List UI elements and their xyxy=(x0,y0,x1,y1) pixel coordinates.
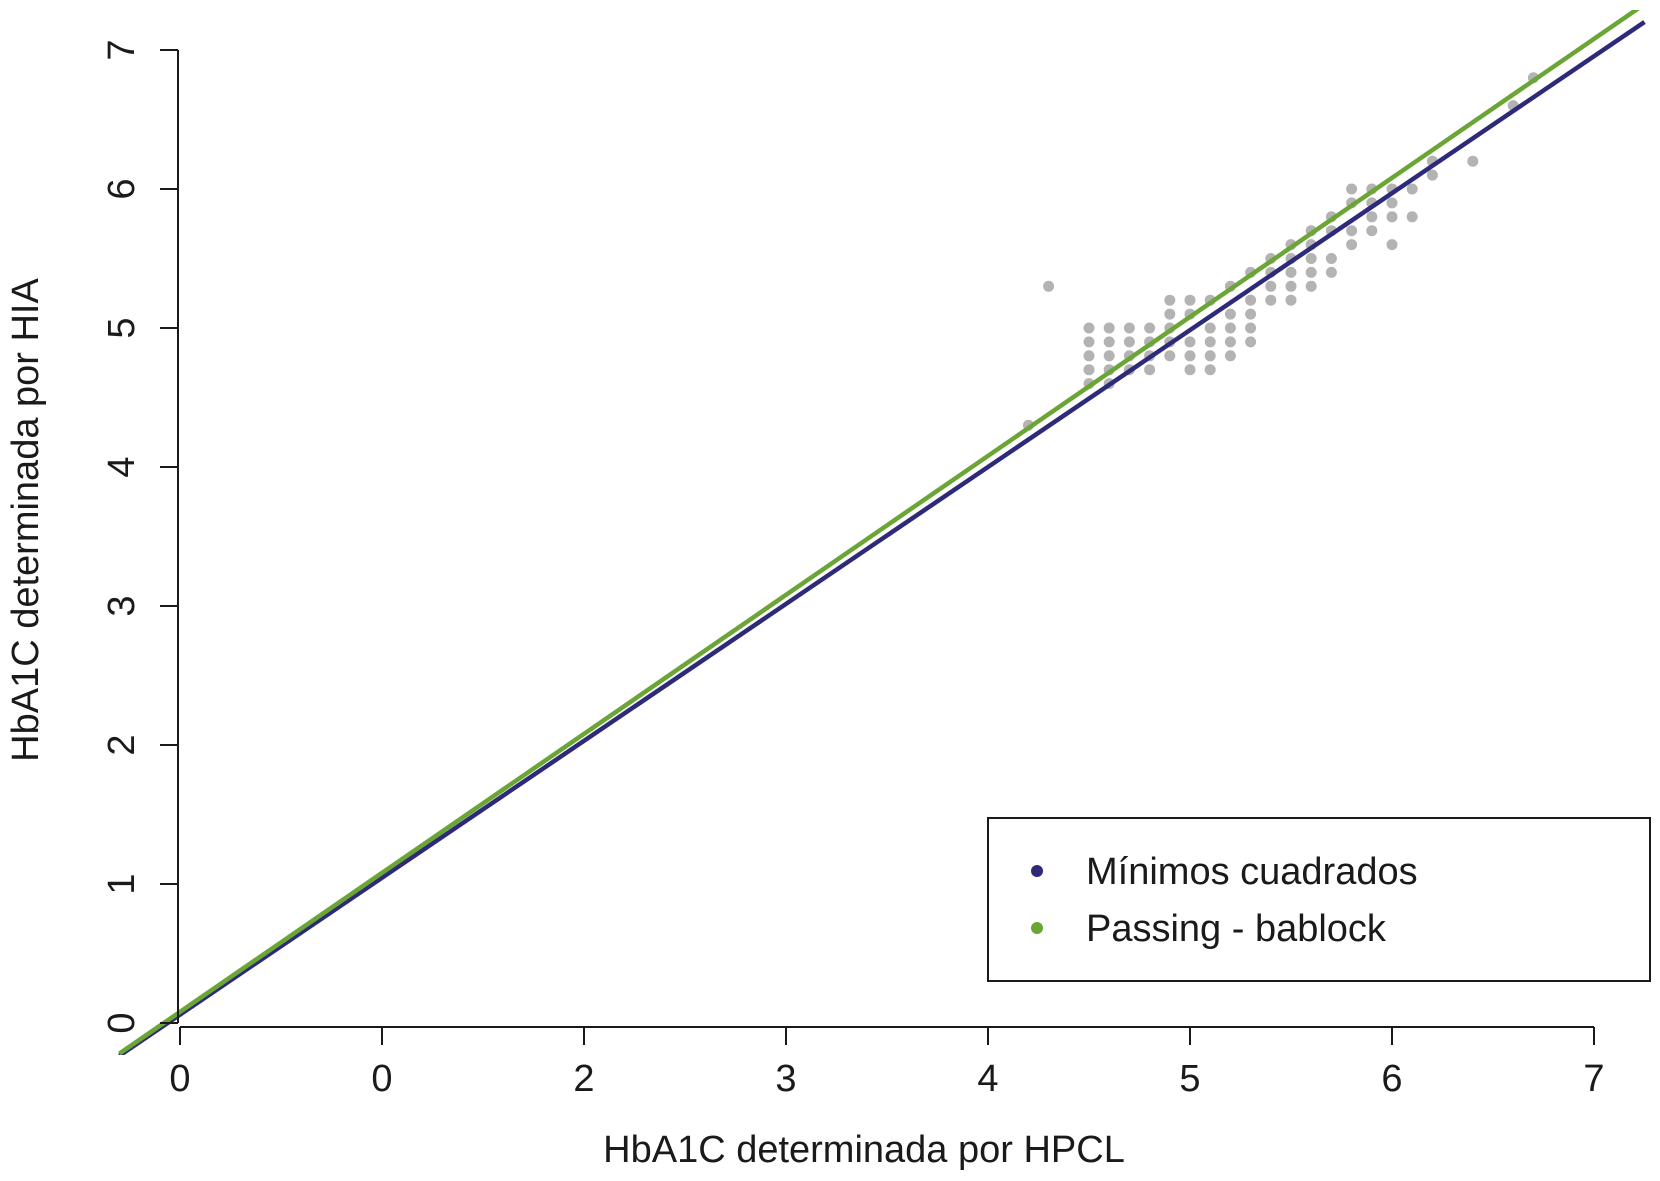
data-point xyxy=(1285,294,1297,306)
data-point xyxy=(1103,336,1115,348)
data-point xyxy=(1305,280,1317,292)
data-point xyxy=(1184,294,1196,306)
y-tick-label: 3 xyxy=(101,595,143,616)
regression-lines xyxy=(118,10,1646,1055)
data-point xyxy=(1103,322,1115,334)
data-point xyxy=(1144,322,1156,334)
y-tick-label: 0 xyxy=(101,1012,143,1033)
legend: Mínimos cuadrados Passing - bablock xyxy=(987,817,1651,982)
data-point xyxy=(1386,211,1398,223)
x-tick-label: 2 xyxy=(573,1058,594,1100)
data-point xyxy=(1083,350,1095,362)
data-point xyxy=(1245,336,1257,348)
data-point xyxy=(1305,266,1317,278)
data-point xyxy=(1164,308,1176,320)
data-point xyxy=(1245,294,1257,306)
data-point xyxy=(1265,294,1277,306)
y-tick-label: 6 xyxy=(101,178,143,199)
data-point xyxy=(1083,322,1095,334)
data-point xyxy=(1245,308,1257,320)
data-point xyxy=(1184,364,1196,376)
data-point xyxy=(1366,225,1378,237)
y-tick-label: 1 xyxy=(101,873,143,894)
data-point xyxy=(1164,350,1176,362)
data-point xyxy=(1184,350,1196,362)
data-point xyxy=(1204,322,1216,334)
data-point xyxy=(1204,336,1216,348)
x-tick-label: 4 xyxy=(977,1058,998,1100)
x-axis-title: HbA1C determinada por HPCL xyxy=(603,1129,1125,1171)
series-line-2 xyxy=(118,10,1640,1055)
x-tick-label: 6 xyxy=(1381,1058,1402,1100)
data-point xyxy=(1224,322,1236,334)
data-point xyxy=(1386,197,1398,209)
legend-marker xyxy=(1031,922,1043,934)
data-point xyxy=(1325,266,1337,278)
x-tick-label: 0 xyxy=(371,1058,392,1100)
data-point xyxy=(1386,239,1398,251)
data-point xyxy=(1123,336,1135,348)
series-line-1 xyxy=(118,20,1646,1055)
data-point xyxy=(1083,336,1095,348)
legend-marker xyxy=(1031,865,1043,877)
x-tick-label: 5 xyxy=(1179,1058,1200,1100)
data-point xyxy=(1305,253,1317,264)
legend-label: Passing - bablock xyxy=(1086,908,1387,950)
y-axis-title: HbA1C determinada por HIA xyxy=(5,278,47,762)
data-point xyxy=(1043,280,1055,292)
x-tick-label: 7 xyxy=(1583,1058,1604,1100)
y-tick-label: 7 xyxy=(101,39,143,60)
data-point xyxy=(1467,155,1479,167)
data-point xyxy=(1224,336,1236,348)
data-point xyxy=(1406,211,1418,223)
data-point xyxy=(1426,169,1438,181)
data-point xyxy=(1325,253,1337,264)
y-tick-label: 4 xyxy=(101,456,143,477)
data-point xyxy=(1204,350,1216,362)
data-point xyxy=(1346,225,1358,237)
data-point xyxy=(1144,364,1156,376)
data-point xyxy=(1285,266,1297,278)
data-point xyxy=(1285,280,1297,292)
data-point xyxy=(1204,364,1216,376)
y-tick-label: 5 xyxy=(101,317,143,338)
data-point xyxy=(1123,322,1135,334)
data-point xyxy=(1184,336,1196,348)
data-point xyxy=(1164,294,1176,306)
y-tick-label: 2 xyxy=(101,734,143,755)
axes: 0 0 2 3 4 5 6 7 0 1 2 3 4 5 6 7 xyxy=(101,39,1605,1100)
data-point xyxy=(1346,183,1358,195)
data-point xyxy=(1346,239,1358,251)
data-point xyxy=(1103,350,1115,362)
data-point xyxy=(1224,308,1236,320)
data-point xyxy=(1366,211,1378,223)
x-tick-label: 0 xyxy=(169,1058,190,1100)
data-point xyxy=(1245,322,1257,334)
data-point xyxy=(1224,350,1236,362)
legend-label: Mínimos cuadrados xyxy=(1086,851,1418,893)
x-tick-label: 3 xyxy=(775,1058,796,1100)
data-point xyxy=(1265,280,1277,292)
legend-box xyxy=(987,817,1651,982)
data-point xyxy=(1406,183,1418,195)
data-point xyxy=(1083,364,1095,376)
